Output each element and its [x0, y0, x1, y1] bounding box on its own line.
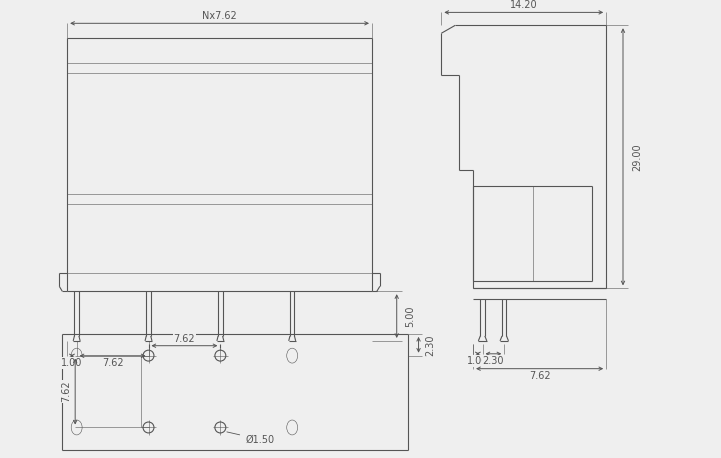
Text: 7.62: 7.62: [102, 358, 123, 368]
Text: 2.30: 2.30: [425, 334, 435, 355]
Text: 14.20: 14.20: [510, 0, 538, 11]
Text: 7.62: 7.62: [61, 381, 71, 403]
Text: 7.62: 7.62: [174, 334, 195, 344]
Text: 1.00: 1.00: [467, 356, 489, 366]
Text: 5.00: 5.00: [406, 305, 415, 327]
Text: 29.00: 29.00: [632, 143, 642, 171]
Text: Ø1.50: Ø1.50: [227, 432, 274, 444]
Text: 1.00: 1.00: [61, 358, 83, 368]
Text: 7.62: 7.62: [528, 371, 550, 381]
Text: Nx7.62: Nx7.62: [202, 11, 237, 22]
Text: 2.30: 2.30: [482, 356, 504, 366]
